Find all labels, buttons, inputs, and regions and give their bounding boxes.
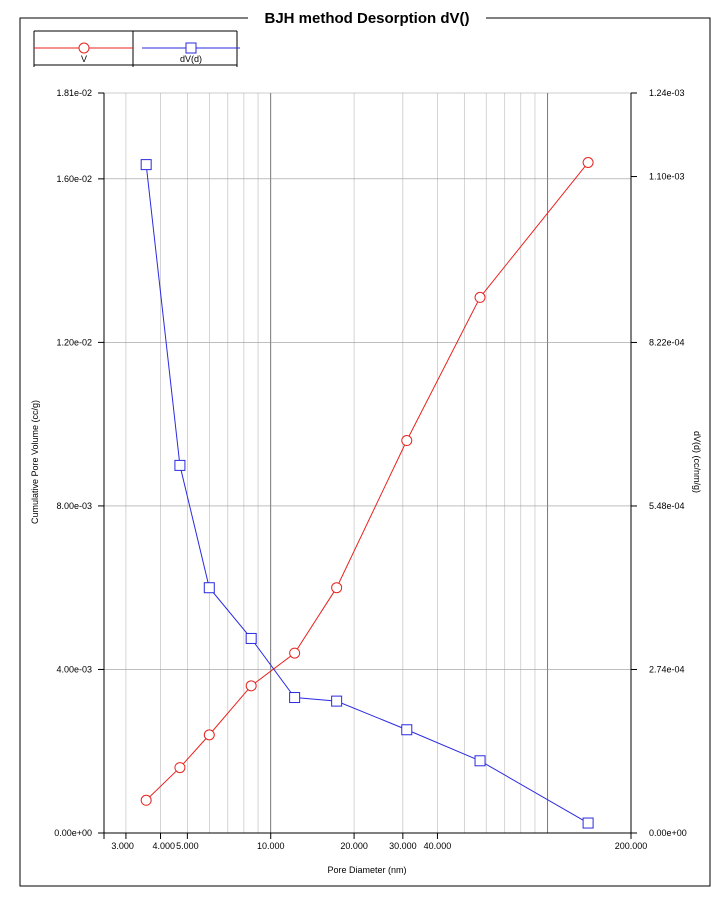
y-axis-right-label: dV(d) (cc/nm/g) [692, 431, 702, 493]
data-point-v [203, 729, 215, 741]
y-tick-label-left: 4.00e-03 [56, 664, 92, 674]
x-tick-label: 5.000 [176, 841, 199, 851]
title-background [248, 8, 486, 28]
y-tick-label-right: 8.22e-04 [649, 337, 685, 347]
data-point-dv [331, 695, 343, 707]
y-tick-label-right: 5.48e-04 [649, 501, 685, 511]
data-point-dv [174, 459, 186, 471]
data-point-v [245, 680, 257, 692]
data-point-v [474, 291, 486, 303]
y-tick-label-left: 1.81e-02 [56, 88, 92, 98]
tick-labels: 0.00e+00 4.00e-03 8.00e-03 1.20e-02 1.60e-02… [54, 88, 687, 851]
x-tick-label: 40.000 [424, 841, 452, 851]
y-tick-label-right: 0.00e+00 [649, 828, 687, 838]
data-point-v [289, 647, 301, 659]
y-tick-label-left: 8.00e-03 [56, 501, 92, 511]
data-point-dv [140, 159, 152, 171]
legend-dv-label: dV(d) [180, 54, 202, 64]
series-line-v [145, 162, 589, 801]
y-axis-left-label: Cumulative Pore Volume (cc/g) [30, 400, 40, 524]
x-tick-label: 3.000 [111, 841, 134, 851]
data-point-v [174, 762, 186, 774]
x-axis-label: Pore Diameter (nm) [327, 865, 406, 875]
data-point-dv [582, 817, 594, 829]
series-line-dv [145, 164, 589, 824]
x-tick-label: 200.000 [615, 841, 648, 851]
axes [98, 92, 637, 839]
data-point-v [582, 157, 594, 169]
legend-dv-marker [185, 42, 197, 54]
x-tick-label: 4.000 [153, 841, 176, 851]
x-tick-label: 10.000 [257, 841, 285, 851]
data-point-v [401, 435, 413, 447]
legend: V dV(d) [33, 30, 240, 67]
x-tick-label: 20.000 [340, 841, 368, 851]
y-tick-label-right: 2.74e-04 [649, 664, 685, 674]
x-tick-label: 30.000 [389, 841, 417, 851]
outer-frame [19, 17, 711, 887]
series [140, 157, 594, 829]
data-point-dv [245, 632, 257, 644]
grid [104, 92, 632, 834]
chart-title: BJH method Desorption dV() [265, 10, 470, 27]
legend-v-marker [78, 42, 90, 54]
data-point-v [140, 794, 152, 806]
data-point-dv [474, 755, 486, 767]
y-tick-label-right: 1.24e-03 [649, 88, 685, 98]
y-tick-label-right: 1.10e-03 [649, 172, 685, 182]
y-tick-label-left: 1.60e-02 [56, 174, 92, 184]
data-point-dv [289, 692, 301, 704]
y-tick-label-left: 0.00e+00 [54, 828, 92, 838]
data-point-dv [203, 582, 215, 594]
legend-v-label: V [81, 54, 87, 64]
data-point-v [331, 582, 343, 594]
data-point-dv [401, 724, 413, 736]
y-tick-label-left: 1.20e-02 [56, 337, 92, 347]
